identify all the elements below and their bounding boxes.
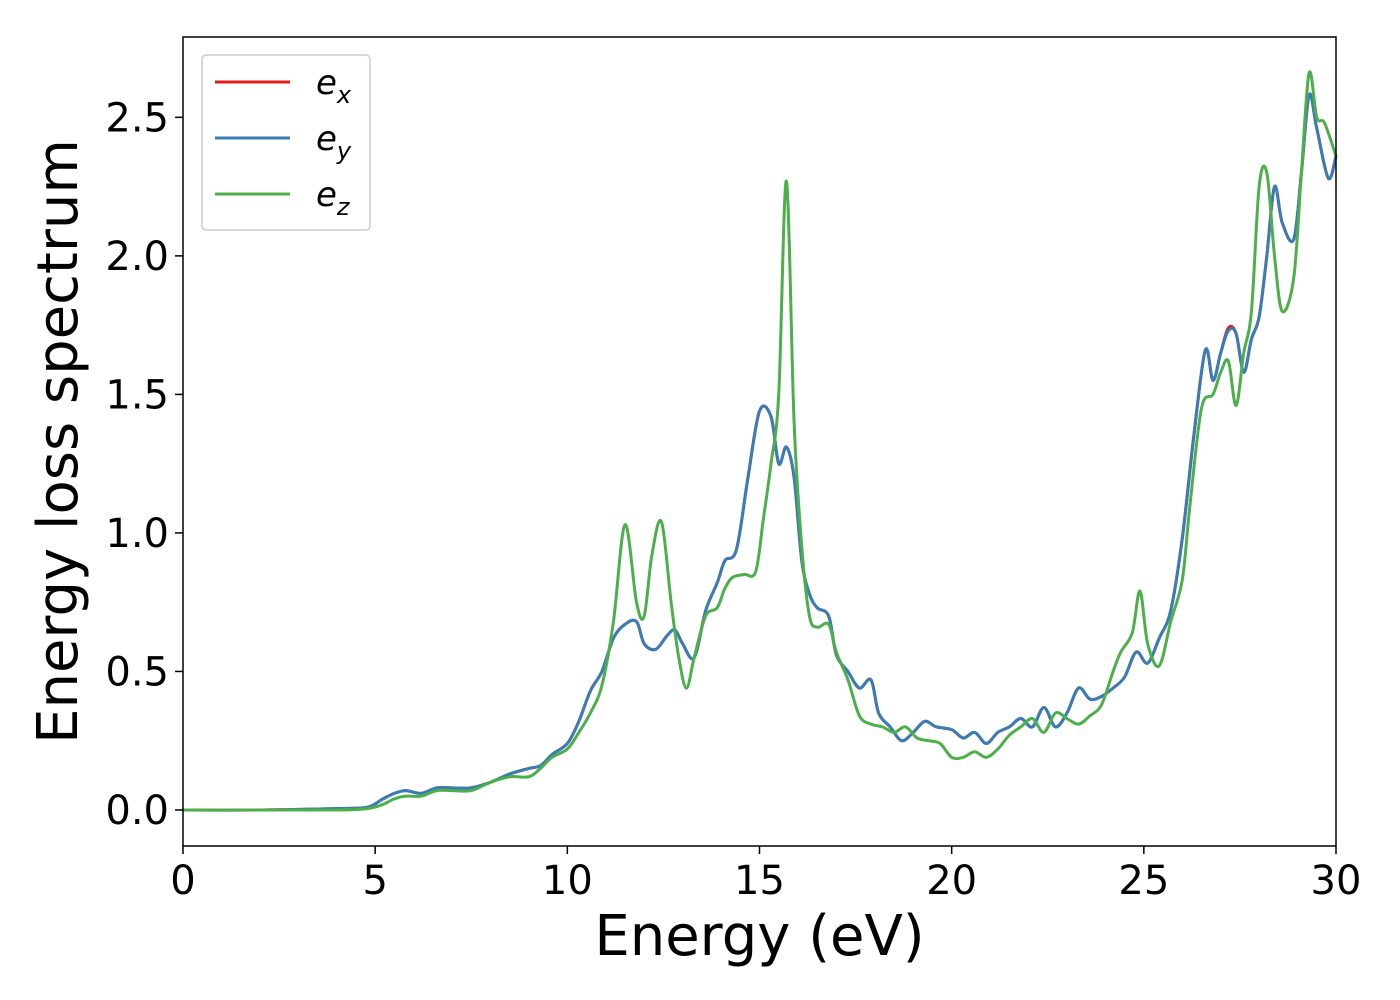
legend-box [201,54,371,231]
legend-label-subscript: z [336,193,351,221]
y-axis-ticks: 0.0 0.5 1.0 1.5 2.0 2.5 [105,95,183,834]
y-axis-label: Energy loss spectrum [26,139,91,744]
x-tick-label: 25 [1118,858,1169,904]
x-axis-ticks: 0 5 10 15 20 25 30 [170,846,1361,904]
plot-background [183,37,1336,846]
x-tick-label: 10 [542,858,593,904]
series-layer [181,70,1338,812]
y-tick-label: 2.5 [105,95,169,141]
legend-label-main: e [316,175,337,215]
legend-label-subscript: y [336,137,352,165]
x-tick-label: 30 [1311,858,1362,904]
x-tick-label: 20 [926,858,977,904]
x-tick-label: 15 [734,858,785,904]
series-line-ey [181,92,1338,812]
x-axis-label: Energy (eV) [594,904,924,969]
y-tick-label: 1.5 [105,372,169,418]
legend-label-subscript: x [336,81,352,109]
y-tick-label: 0.5 [105,649,169,695]
y-tick-label: 0.0 [105,788,169,834]
x-tick-label: 0 [170,858,195,904]
y-tick-label: 1.0 [105,511,169,557]
legend-label-ey: ey [316,119,352,165]
x-tick-label: 5 [362,858,387,904]
legend-label-ez: ez [316,175,351,221]
y-tick-label: 2.0 [105,234,169,280]
legend-label-main: e [316,119,337,159]
series-line-ez [181,70,1338,812]
legend-label-ex: ex [316,63,352,109]
legend-label-main: e [316,63,337,103]
